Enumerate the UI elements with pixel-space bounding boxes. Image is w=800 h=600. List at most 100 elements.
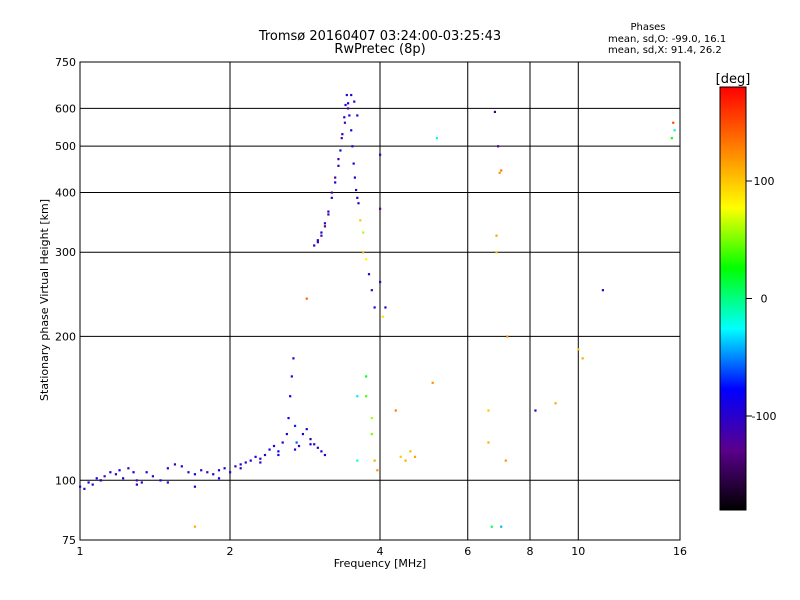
data-point [353,176,356,179]
grid-lines [79,61,681,541]
data-point [91,483,94,486]
data-point [399,455,402,458]
data-point [493,110,497,114]
data-point [272,444,276,448]
data-point [506,335,509,338]
x-tick-label: 2 [227,545,234,558]
data-point [334,176,337,179]
data-point [357,202,360,205]
stats-heading: Phases [630,22,665,33]
data-point [490,525,493,528]
data-point [305,297,308,300]
data-point [487,441,490,444]
data-point [109,471,112,474]
data-point [87,481,90,484]
data-point [259,461,262,464]
data-point [151,475,155,478]
data-point [316,241,319,244]
data-point [344,103,347,107]
y-axis: 75 100 200 300 400 500 600 750 [55,56,76,547]
data-point [370,416,373,420]
data-point [337,158,340,161]
data-point [343,121,347,124]
x-axis-label: Frequency [MHz] [334,557,426,570]
y-tick-label: 75 [62,534,76,547]
data-point [413,455,417,458]
data-point [409,450,412,453]
data-point [323,225,327,228]
data-point [350,93,353,97]
data-point [350,129,353,132]
data-point [83,487,86,490]
data-point [295,441,298,444]
data-point [305,428,308,431]
data-point [670,137,673,140]
data-point [289,395,292,398]
data-point [281,441,284,444]
data-point [351,145,354,148]
data-point [320,450,323,453]
data-point [343,116,346,119]
stats-x-line: mean, sd,X: 91.4, 26.2 [608,45,722,56]
x-tick-label: 6 [464,545,471,558]
data-point [365,258,368,261]
data-point [206,471,209,474]
data-point [373,306,376,309]
data-point [673,129,676,132]
data-point [504,459,507,462]
data-point [293,448,297,451]
data-point [323,453,327,457]
data-point [340,137,343,140]
data-point [193,485,197,488]
data-point [99,479,102,482]
data-point [309,443,312,446]
data-point [370,432,373,436]
x-tick-label: 4 [377,545,384,558]
data-point [297,444,301,448]
data-point [496,145,500,148]
data-point [348,114,351,117]
data-point [187,471,190,474]
data-point [327,210,330,213]
colorbar-tick-label: 0 [761,293,768,306]
data-point [356,196,359,199]
data-point [193,473,197,476]
data-point [359,219,362,222]
data-point [367,273,371,276]
data-point [316,446,319,449]
data-point [373,459,376,462]
data-point [346,102,350,105]
data-point [554,402,557,405]
data-point [495,234,498,237]
data-point [346,107,350,110]
data-point [495,251,498,254]
data-point [577,348,580,351]
data-point [365,395,368,398]
data-point [290,375,293,378]
data-point [435,137,438,140]
data-point [132,471,135,474]
data-point [217,469,221,472]
data-point [145,471,148,474]
data-point [330,191,333,194]
data-point [384,306,387,309]
data-point [309,437,312,441]
x-axis: 1 2 4 6 8 10 16 [77,545,688,558]
data-point [356,114,359,117]
chart-title: Tromsø 20160407 03:24:00-03:25:43 [258,29,501,44]
data-point [313,443,316,446]
data-point [356,395,359,398]
data-point [180,465,183,468]
data-point [334,181,337,184]
data-point [320,231,323,234]
data-point [362,251,365,254]
data-point [362,231,365,234]
y-tick-label: 200 [55,330,76,343]
data-point [200,469,203,472]
data-point [79,485,82,488]
data-point [285,432,288,436]
data-point [292,357,295,360]
data-point [244,461,247,464]
colorbar [719,86,747,511]
